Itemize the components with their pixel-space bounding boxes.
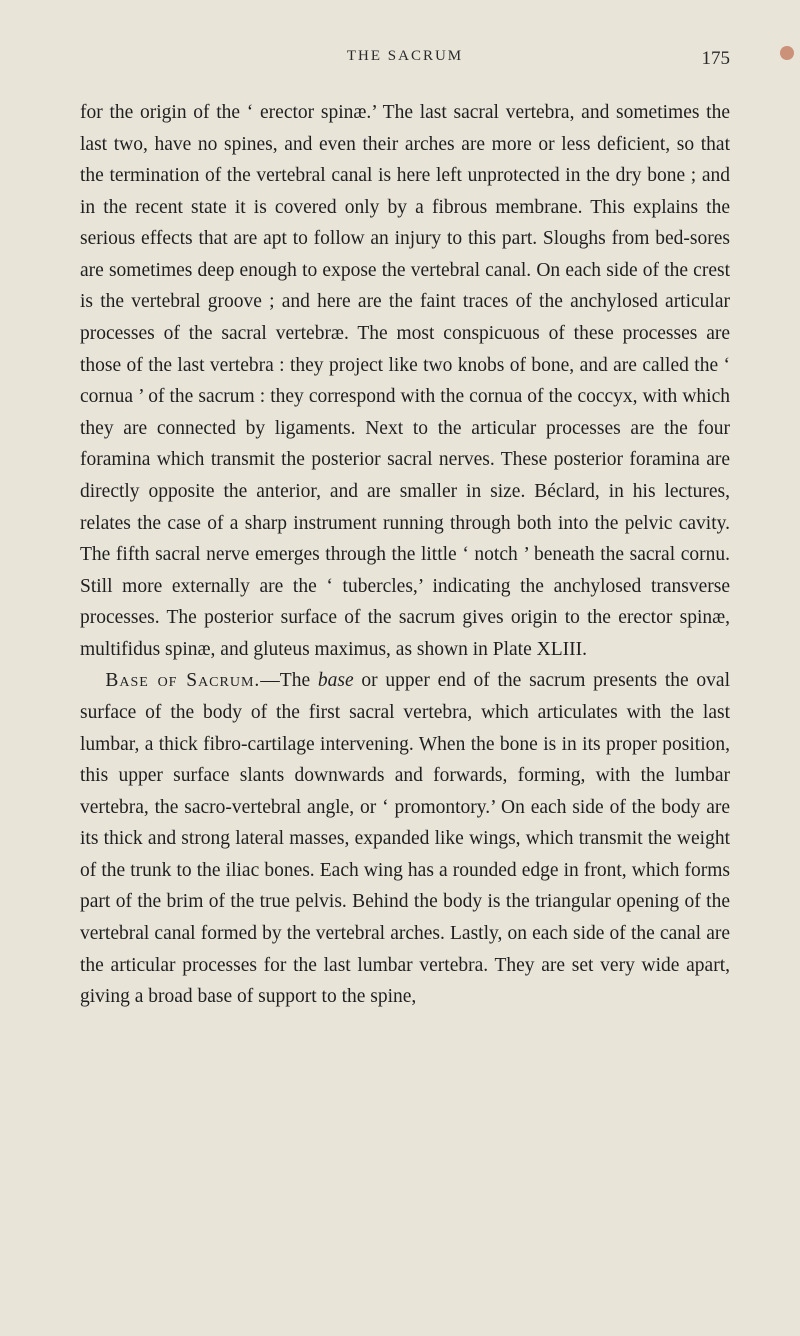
running-head: THE SACRUM xyxy=(347,48,463,65)
paragraph-2: Base of Sacrum.—The base or upper end of… xyxy=(80,665,730,1012)
paragraph-1: for the origin of the ‘ erector spinæ.’ … xyxy=(80,97,730,665)
page-header: THE SACRUM 175 xyxy=(80,48,730,65)
page-edge-mark xyxy=(780,46,794,60)
paragraph-2-leader: Base of Sacrum. xyxy=(105,670,260,691)
body-text: for the origin of the ‘ erector spinæ.’ … xyxy=(80,97,730,1013)
page-number: 175 xyxy=(702,48,731,70)
paragraph-2-body: —The base or upper end of the sacrum pre… xyxy=(80,670,730,1007)
